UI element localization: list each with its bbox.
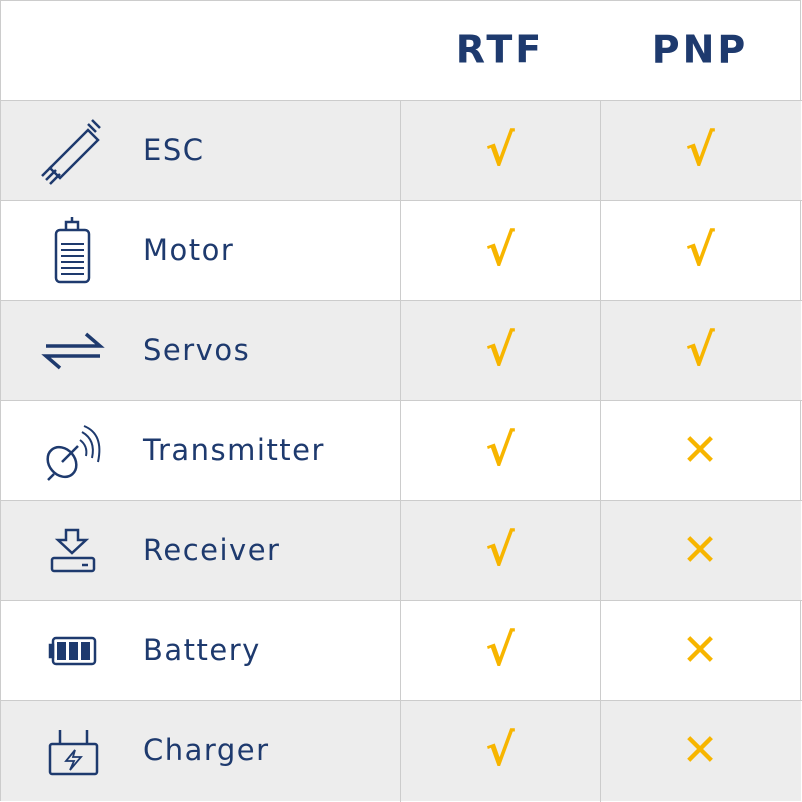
transmitter-icon — [46, 425, 101, 481]
column-header: PNP — [652, 28, 749, 72]
rtf-mark: √ — [485, 525, 515, 576]
pnp-mark: ✕ — [682, 525, 719, 576]
motor-icon — [54, 217, 91, 284]
rtf-mark: √ — [485, 325, 515, 376]
row-label: Receiver — [143, 533, 280, 567]
rtf-mark: √ — [485, 425, 515, 476]
battery-icon — [48, 636, 97, 666]
pnp-mark: ✕ — [682, 625, 719, 676]
esc-icon — [41, 119, 101, 185]
pnp-mark: √ — [685, 225, 715, 276]
icons — [41, 119, 105, 776]
servos-icon — [41, 332, 105, 370]
pnp-mark: ✕ — [682, 425, 719, 476]
row-label: Servos — [143, 333, 250, 367]
rtf-mark: √ — [485, 225, 515, 276]
pnp-mark: ✕ — [682, 725, 719, 776]
rtf-mark: √ — [485, 125, 515, 176]
rtf-mark: √ — [485, 625, 515, 676]
row-label: Transmitter — [142, 433, 325, 467]
pnp-mark: √ — [685, 325, 715, 376]
charger-icon — [48, 730, 99, 776]
row-label: ESC — [143, 133, 204, 167]
grid-lines — [0, 100, 802, 802]
column-header: RTF — [456, 28, 544, 72]
pnp-mark: √ — [685, 125, 715, 176]
row-label: Charger — [143, 733, 270, 767]
row-label: Motor — [143, 233, 234, 267]
row-label: Battery — [143, 633, 261, 667]
receiver-icon — [50, 528, 96, 573]
rtf-mark: √ — [485, 725, 515, 776]
